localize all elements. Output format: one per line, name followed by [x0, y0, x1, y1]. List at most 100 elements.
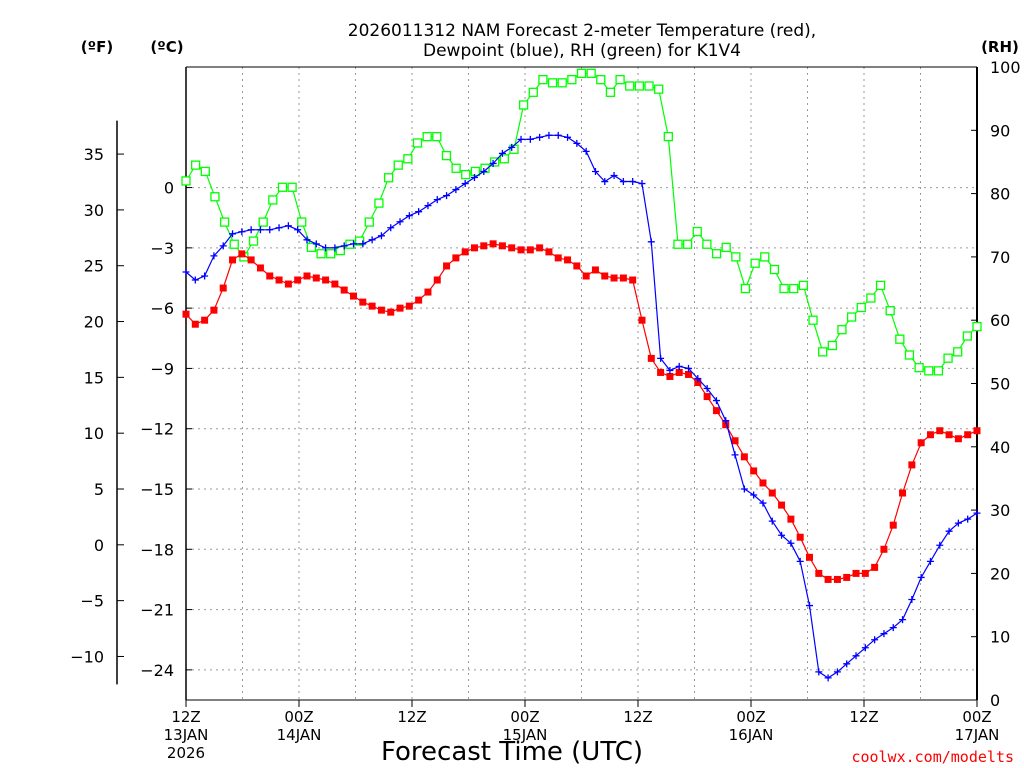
dewpoint-point — [415, 208, 423, 216]
rh-tick-label: 40 — [990, 438, 1010, 457]
dewpoint-point — [312, 240, 320, 248]
dewpoint-point — [368, 236, 376, 244]
fahrenheit-tick-label: 20 — [84, 313, 104, 332]
dewpoint-point — [936, 541, 944, 549]
temperature-point — [722, 421, 730, 429]
rh-point — [518, 100, 529, 110]
dewpoint-point — [480, 167, 488, 175]
dewpoint-point — [824, 674, 832, 682]
dewpoint-point — [284, 222, 292, 230]
rh-point — [383, 173, 394, 183]
rh-tick-label: 60 — [990, 311, 1010, 330]
rh-point — [354, 236, 365, 246]
fahrenheit-tick-label: 5 — [94, 480, 104, 499]
rh-point — [895, 334, 905, 344]
dewpoint-point — [787, 539, 795, 547]
x-axis-title: Forecast Time (UTC) — [381, 737, 643, 767]
rh-point — [528, 87, 538, 97]
rh-point — [875, 280, 886, 291]
rh-point — [393, 160, 403, 170]
temperature-point — [256, 264, 264, 272]
rh-point — [769, 264, 780, 275]
dewpoint-point — [591, 167, 599, 175]
temperature-point — [740, 453, 748, 461]
celsius-tick-label: −9 — [150, 359, 174, 378]
rh-point — [586, 68, 596, 78]
dewpoint-point — [498, 149, 506, 157]
dewpoint-point — [210, 252, 218, 260]
rh-point — [576, 68, 587, 78]
temperature-point — [303, 272, 311, 280]
dewpoint-point — [424, 202, 432, 210]
rh-point — [663, 131, 673, 142]
dewpoint-point — [601, 178, 609, 186]
dewpoint-point — [750, 491, 758, 499]
temperature-point — [945, 431, 953, 439]
rh-point — [682, 239, 693, 249]
dewpoint-point — [880, 630, 888, 638]
dewpoint-point — [852, 652, 860, 660]
fahrenheit-tick-label: 25 — [84, 257, 104, 276]
temperature-point — [284, 280, 292, 288]
temperature-point — [647, 354, 655, 362]
rh-point — [547, 78, 558, 88]
temperature-point — [545, 248, 553, 256]
temperature-point — [452, 254, 460, 262]
dewpoint-point — [908, 596, 916, 604]
time-tick-label: 00Z — [962, 708, 991, 726]
temperature-point — [768, 489, 776, 497]
temperature-point — [582, 272, 590, 280]
dewpoint-point — [619, 178, 627, 186]
watermark: coolwx.com/modelts — [851, 748, 1014, 766]
temperature-point — [554, 254, 562, 262]
rh-point — [422, 131, 432, 142]
dewpoint-point — [266, 226, 274, 234]
rh-point — [933, 366, 944, 376]
temperature-point — [685, 370, 693, 378]
dewpoint-point — [508, 143, 516, 151]
axes — [116, 66, 978, 701]
temperature-point — [731, 437, 739, 445]
temperature-point — [275, 276, 283, 284]
series-layer — [181, 68, 982, 682]
rh-point — [200, 166, 210, 177]
temperature-point — [182, 310, 190, 318]
rh-point — [451, 163, 461, 173]
temperature-point — [461, 248, 469, 256]
temperature-point — [815, 569, 823, 577]
dewpoint-point — [712, 397, 720, 405]
dewpoint-point — [238, 228, 246, 236]
rh-point — [625, 81, 635, 91]
temperature-point — [443, 262, 451, 270]
rh-point — [798, 280, 809, 291]
fahrenheit-tick-label: 35 — [84, 145, 104, 164]
temperature-point — [591, 266, 599, 274]
dewpoint-point — [945, 527, 953, 535]
rh-tick-label: 20 — [990, 564, 1010, 583]
fahrenheit-tick-label: 30 — [84, 201, 104, 220]
temperature-point — [805, 553, 813, 561]
rh-tick-label: 30 — [990, 501, 1010, 520]
rh-point — [306, 242, 317, 253]
rh-tick-label: 80 — [990, 185, 1010, 204]
temperature-point — [908, 461, 916, 469]
dewpoint-point — [833, 668, 841, 676]
temperature-point — [480, 242, 488, 250]
dewpoint-point — [350, 240, 358, 248]
rh-unit-label: (RH) — [981, 38, 1019, 56]
dewpoint-point — [629, 178, 637, 186]
temperature-point — [210, 306, 218, 314]
temperature-point — [266, 272, 274, 280]
chart-title-line1: 2026011312 NAM Forecast 2-meter Temperat… — [348, 21, 816, 41]
rh-point — [731, 252, 741, 262]
time-tick-date-label: 13JAN — [164, 726, 209, 744]
dewpoint-point — [433, 196, 441, 204]
temperature-point — [778, 501, 786, 509]
temperature-point — [219, 284, 227, 292]
temperature-point — [396, 304, 404, 312]
temperature-point — [619, 274, 627, 282]
temperature-point — [936, 427, 944, 435]
rh-point — [644, 81, 654, 91]
rh-tick-label: 50 — [990, 375, 1010, 394]
